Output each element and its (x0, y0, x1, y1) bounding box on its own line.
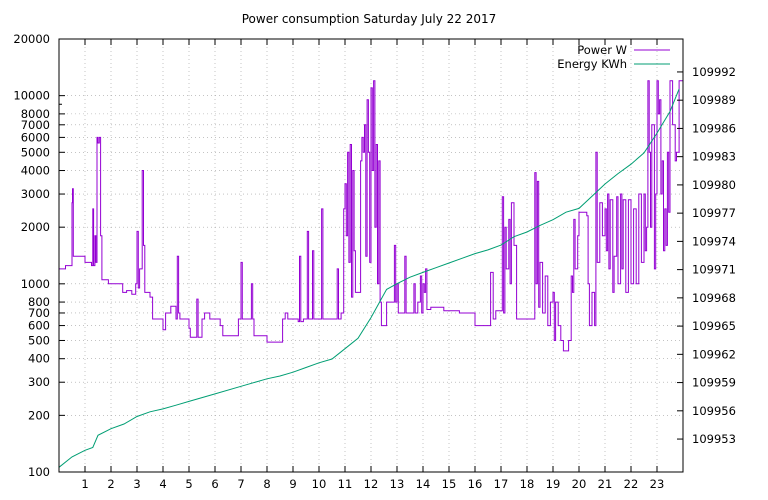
y2-tick-label: 109989 (692, 93, 736, 107)
y-tick-label: 4000 (21, 164, 50, 178)
x-tick-label: 15 (442, 477, 457, 491)
y-tick-label: 100 (28, 465, 50, 479)
x-tick-label: 2 (107, 477, 114, 491)
y-tick-label: 5000 (21, 145, 50, 159)
y2-tick-label: 109962 (692, 347, 736, 361)
legend-label-power: Power W (577, 43, 627, 57)
x-tick-label: 9 (289, 477, 296, 491)
x-tick-label: 21 (598, 477, 613, 491)
x-tick-label: 3 (133, 477, 140, 491)
y-tick-label: 200 (28, 408, 50, 422)
y2-tick-label: 109953 (692, 432, 736, 446)
y2-tick-label: 109965 (692, 319, 736, 333)
series-layer (58, 80, 683, 468)
x-tick-label: 22 (624, 477, 639, 491)
axes-layer: 1 2 3 4 5 6 7 8 9 10 11 12 13 14 15 16 17 18 19 20 21 22 23100… (13, 32, 736, 491)
y-tick-label: 3000 (21, 187, 50, 201)
x-tick-label: 6 (211, 477, 218, 491)
x-tick-label: 16 (468, 477, 483, 491)
x-tick-label: 20 (572, 477, 587, 491)
y2-tick-label: 109992 (692, 65, 736, 79)
x-tick-label: 4 (159, 477, 166, 491)
y-tick-label: 2000 (21, 220, 50, 234)
y2-tick-label: 109977 (692, 206, 736, 220)
y-tick-label: 20000 (13, 32, 50, 46)
y2-tick-label: 109974 (692, 234, 736, 248)
y2-tick-label: 109956 (692, 404, 736, 418)
y2-tick-label: 109983 (692, 150, 736, 164)
x-tick-label: 8 (263, 477, 270, 491)
y2-tick-label: 109968 (692, 291, 736, 305)
x-tick-label: 11 (338, 477, 353, 491)
x-tick-label: 18 (520, 477, 535, 491)
legend: Power W Energy KWh (557, 43, 670, 71)
x-tick-label: 10 (312, 477, 327, 491)
y-tick-label: 800 (28, 295, 50, 309)
series-energy-line (58, 88, 680, 468)
y-tick-label: 7000 (21, 118, 50, 132)
x-tick-label: 23 (650, 477, 665, 491)
x-tick-label: 1 (81, 477, 88, 491)
y-tick-label: 6000 (21, 130, 50, 144)
y2-tick-label: 109986 (692, 121, 736, 135)
y-tick-label: 300 (28, 375, 50, 389)
y-tick-label: 1000 (21, 277, 50, 291)
y-tick-label: 500 (28, 333, 50, 347)
legend-label-energy: Energy KWh (557, 57, 627, 71)
x-tick-label: 7 (237, 477, 244, 491)
x-tick-label: 13 (390, 477, 405, 491)
y-tick-label: 8000 (21, 107, 50, 121)
x-tick-label: 17 (494, 477, 509, 491)
y2-tick-label: 109971 (692, 263, 736, 277)
y-tick-label: 700 (28, 306, 50, 320)
y-tick-label: 10000 (13, 89, 50, 103)
y-tick-label: 600 (28, 319, 50, 333)
x-tick-label: 19 (546, 477, 561, 491)
y2-tick-label: 109980 (692, 178, 736, 192)
x-tick-label: 14 (416, 477, 431, 491)
x-tick-label: 12 (364, 477, 379, 491)
x-tick-label: 5 (185, 477, 192, 491)
y2-tick-label: 109959 (692, 376, 736, 390)
y-tick-label: 400 (28, 352, 50, 366)
chart-title: Power consumption Saturday July 22 2017 (242, 12, 497, 26)
